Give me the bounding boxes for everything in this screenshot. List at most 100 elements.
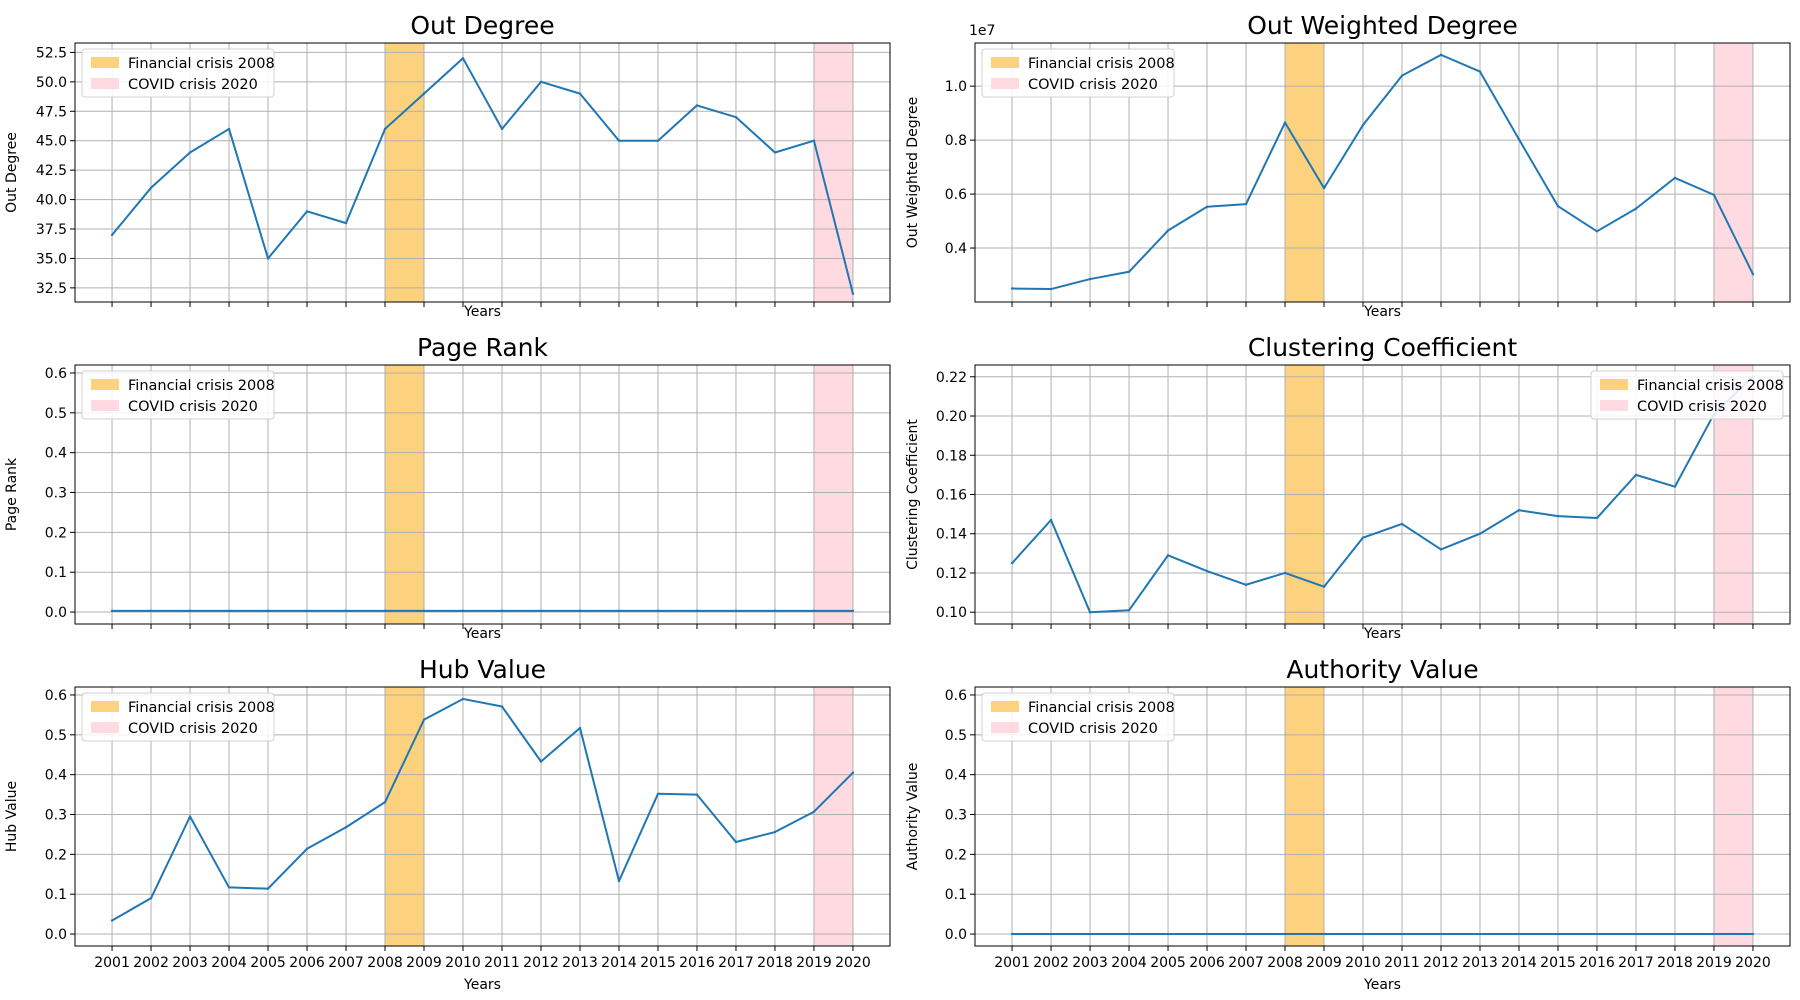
legend-swatch-financial [91,57,119,68]
legend-label-financial: Financial crisis 2008 [1028,56,1175,72]
y-axis-label: Clustering Coefficient [905,419,921,570]
financial-crisis-band [1285,687,1325,946]
legend-box [981,48,1175,98]
y-tick-label: 50.0 [36,75,67,91]
y-tick-label: 42.5 [36,163,67,179]
data-point [1283,571,1287,575]
data-point [344,609,348,613]
x-tick-label: 2002 [1033,955,1069,971]
data-point [1400,74,1404,77]
x-tick-label: 2016 [679,955,715,971]
data-point [461,609,465,613]
data-point [656,792,660,795]
legend-label-financial: Financial crisis 2008 [128,56,275,72]
data-point [1127,932,1131,936]
data-point [266,887,270,890]
y-tick-label: 52.5 [36,45,67,61]
x-axis-label: Years [1363,626,1401,642]
data-point [812,139,816,142]
plot-frame [974,42,1791,303]
x-tick-label: 2018 [757,955,793,971]
data-point [305,609,309,613]
data-point [149,186,153,190]
data-point [734,115,738,119]
legend-swatch-financial [991,57,1019,68]
data-point [1673,485,1677,488]
data-point [1439,548,1443,551]
legend-swatch-covid [91,78,119,89]
data-point [1712,193,1716,197]
data-point [773,151,777,154]
y-tick-label: 35.0 [36,251,67,267]
chart-title: Page Rank [417,333,548,362]
y-tick-label: 0.0 [45,605,67,621]
x-tick-label: 2015 [640,955,676,971]
data-point [1166,932,1170,936]
y-tick-label: 1.0 [945,79,967,95]
x-tick-label: 2003 [172,955,208,971]
legend-label-covid: COVID crisis 2020 [128,721,258,737]
data-point [1595,932,1599,936]
legend-box [81,48,275,98]
data-point [1751,273,1755,276]
y-tick-label: 0.18 [936,448,967,464]
y-tick-label: 0.16 [936,488,967,504]
y-axis-label: Page Rank [4,457,20,531]
y-tick-label: 0.2 [945,847,967,863]
x-tick-label: 2008 [367,955,403,971]
data-point [149,609,153,613]
data-point [695,104,699,107]
y-tick-label: 0.3 [945,808,967,824]
data-point [1166,229,1170,232]
financial-crisis-band [385,687,425,946]
data-point [1556,932,1560,936]
plot-frame [74,42,891,303]
legend-label-financial: Financial crisis 2008 [1028,700,1175,716]
series-line [111,697,854,922]
y-tick-label: 0.8 [945,133,967,149]
data-point [1010,287,1014,290]
data-point [1322,186,1326,190]
chart-panel-6: 2001 2002 2003 2004 2005 2006 2007 2008 2009 2010… [905,655,1791,993]
data-point [1205,205,1209,208]
data-point [617,139,621,142]
legend-label-covid: COVID crisis 2020 [1028,721,1158,737]
data-point [1634,932,1638,936]
data-point [1595,230,1599,233]
chart-title: Clustering Coefficient [1248,333,1518,362]
data-point [1478,932,1482,936]
data-point [617,609,621,613]
data-point [1244,583,1248,586]
series-line [111,57,854,295]
y-tick-label: 0.1 [45,887,67,903]
data-point [383,609,387,613]
y-tick-label: 0.4 [945,768,967,784]
x-tick-label: 2011 [1384,955,1420,971]
data-point [1283,932,1287,936]
legend-swatch-covid [1600,400,1628,411]
legend: Financial crisis 2008 COVID crisis 2020 [81,692,275,742]
x-tick-label: 2001 [994,955,1030,971]
chart-panel-2: 0.4 0.6 0.8 1.0 1e7 Out Weighted Degree Years O… [905,11,1791,320]
x-tick-label: 2016 [1579,955,1615,971]
x-axis-label: Years [463,977,501,993]
data-point [1205,569,1209,573]
legend-label-financial: Financial crisis 2008 [128,700,275,716]
data-point [305,210,309,213]
y-tick-label: 0.22 [936,370,967,386]
y-tick-label: 0.0 [945,927,967,943]
chart-title: Out Weighted Degree [1247,11,1518,40]
x-tick-label: 2011 [484,955,520,971]
y-axis-label: Out Degree [4,132,20,213]
data-point [695,793,699,796]
data-point [110,609,114,613]
y-tick-label: 0.14 [936,527,967,543]
y-tick-label: 40.0 [36,193,67,209]
x-tick-label: 2010 [1345,955,1381,971]
x-tick-label: 2020 [835,955,871,971]
x-tick-label: 2019 [796,955,832,971]
data-point [1088,611,1092,614]
y-tick-label: 0.3 [45,808,67,824]
y-tick-label: 0.3 [45,486,67,502]
y-axis-label: Authority Value [905,763,921,871]
